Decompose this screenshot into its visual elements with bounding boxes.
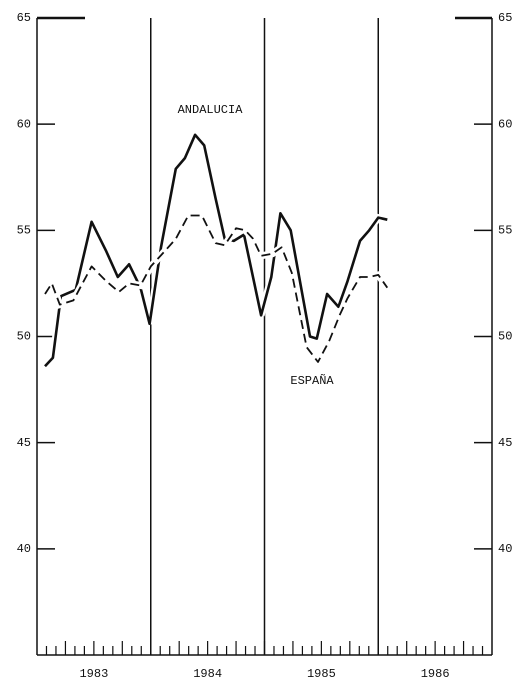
annotation: ESPAÑA <box>290 373 334 388</box>
y-tick-label: 55 <box>17 224 31 238</box>
x-tick-label: 1985 <box>307 667 336 681</box>
y2-tick-label: 60 <box>498 117 512 131</box>
y-tick-label: 60 <box>17 117 31 131</box>
y2-tick-label: 40 <box>498 542 512 556</box>
y-tick-label: 40 <box>17 542 31 556</box>
series-line <box>44 133 388 368</box>
annotation: ANDALUCIA <box>178 103 244 117</box>
x-tick-label: 1984 <box>193 667 222 681</box>
y2-tick-label: 65 <box>498 11 512 25</box>
y2-tick-label: 55 <box>498 224 512 238</box>
x-tick-label: 1986 <box>421 667 450 681</box>
y2-tick-label: 50 <box>498 330 512 344</box>
x-tick-label: 1983 <box>79 667 108 681</box>
y-tick-label: 50 <box>17 330 31 344</box>
series-line <box>44 214 389 363</box>
y-tick-label: 45 <box>17 436 31 450</box>
y-tick-label: 65 <box>17 11 31 25</box>
y2-tick-label: 45 <box>498 436 512 450</box>
